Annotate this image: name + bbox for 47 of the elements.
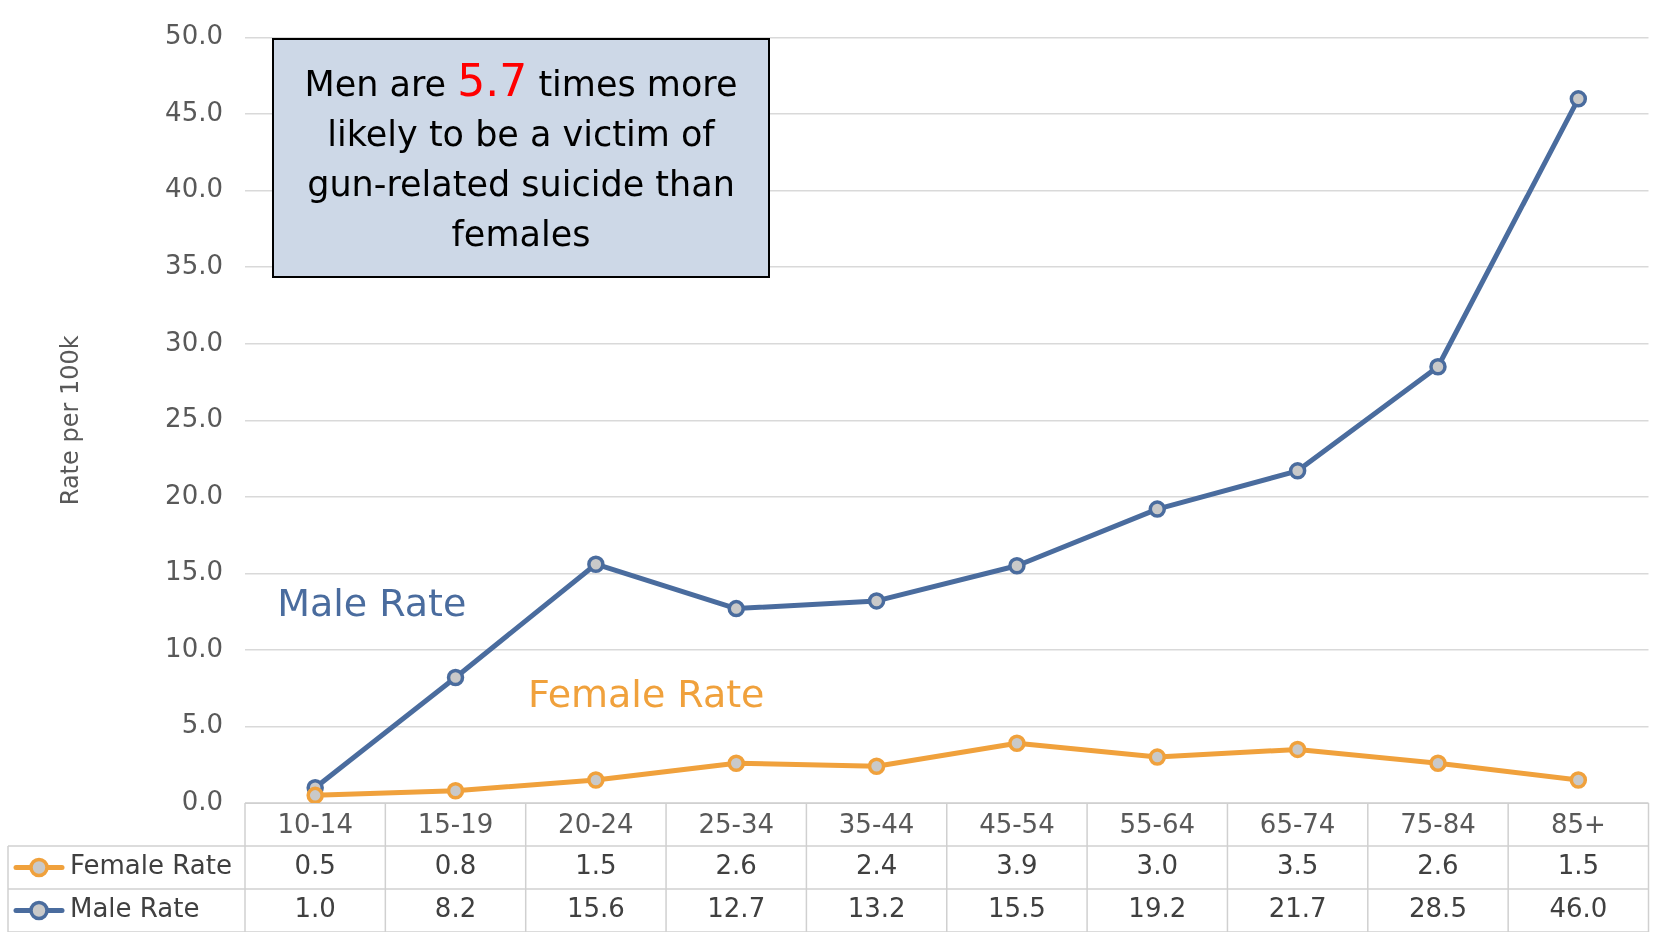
y-tick-label: 35.0: [165, 249, 223, 280]
data-label: 21.7: [1268, 893, 1327, 924]
y-tick-label: 0.0: [181, 785, 223, 816]
data-label: 15.5: [987, 893, 1046, 924]
y-tick-label: 30.0: [165, 326, 223, 357]
y-axis-title: Rate per 100k: [56, 335, 85, 506]
data-label: 0.5: [294, 850, 336, 881]
data-label: 46.0: [1549, 893, 1608, 924]
x-tick-label: 55-64: [1119, 809, 1196, 840]
data-label: 12.7: [707, 893, 766, 924]
y-tick-label: 15.0: [165, 556, 223, 587]
x-tick-label: 10-14: [277, 809, 353, 840]
y-tick-label: 40.0: [165, 173, 223, 204]
x-tick-label: 85+: [1550, 809, 1606, 840]
y-tick-label: 25.0: [165, 403, 223, 434]
data-label: 28.5: [1409, 893, 1467, 924]
legend-label: Male Rate: [70, 893, 200, 924]
y-tick-label: 45.0: [165, 96, 223, 127]
data-label: 13.2: [847, 893, 906, 924]
data-label: 1.0: [294, 893, 336, 924]
text: Female Rate: [527, 672, 765, 717]
x-tick-label: 65-74: [1259, 809, 1336, 840]
data-label: 19.2: [1128, 893, 1187, 924]
y-tick-label: 5.0: [181, 709, 223, 740]
x-tick-label: 15-19: [417, 809, 494, 840]
x-tick-label: 25-34: [698, 809, 775, 840]
data-label: 0.8: [434, 850, 477, 881]
y-tick-label: 10.0: [165, 632, 223, 663]
x-tick-label: 35-44: [838, 809, 915, 840]
data-label: 3.0: [1136, 850, 1178, 881]
data-label: 8.2: [434, 893, 477, 924]
data-label: 3.5: [1276, 850, 1319, 881]
y-tick-label: 50.0: [165, 20, 223, 51]
data-label: 2.6: [1417, 850, 1459, 881]
data-label: 15.6: [566, 893, 625, 924]
x-tick-label: 75-84: [1400, 809, 1476, 840]
data-label: 2.4: [855, 850, 898, 881]
data-label: 2.6: [715, 850, 757, 881]
x-tick-label: 45-54: [979, 809, 1055, 840]
data-label: 1.5: [1557, 850, 1599, 881]
text: Male Rate: [277, 581, 467, 626]
data-label: 3.9: [996, 850, 1038, 881]
x-tick-label: 20-24: [558, 809, 634, 840]
annotation: Men are 5.7 times more likely to be a victim of gun-related suicide than females: [272, 38, 770, 278]
y-tick-label: 20.0: [165, 479, 223, 510]
legend-label: Female Rate: [70, 850, 232, 881]
data-label: 1.5: [575, 850, 617, 881]
